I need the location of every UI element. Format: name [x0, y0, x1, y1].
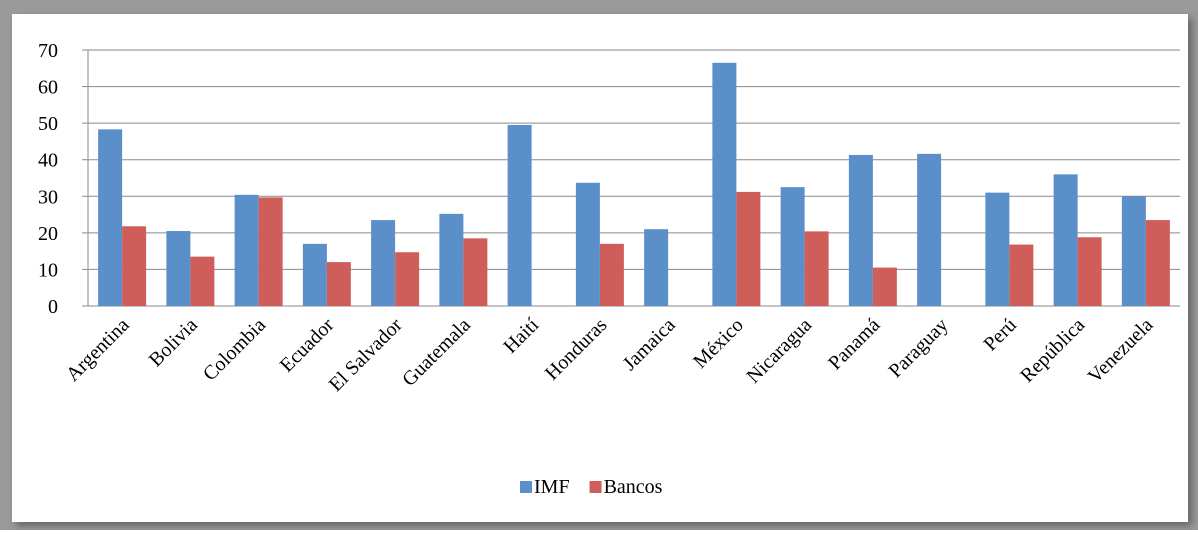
bar [302, 243, 327, 306]
y-tick-label: 10 [38, 259, 58, 281]
bar [1145, 220, 1170, 306]
bar [371, 220, 396, 306]
legend-label: IMF [534, 476, 570, 498]
bar [644, 229, 669, 306]
bar [848, 154, 873, 306]
y-tick-label: 30 [38, 186, 58, 208]
legend-swatch [520, 481, 532, 493]
y-tick-label: 40 [38, 150, 58, 172]
bar [1121, 196, 1146, 306]
legend-swatch [589, 481, 602, 493]
y-tick-label: 0 [48, 296, 58, 318]
bar [736, 191, 761, 306]
bar [507, 124, 532, 306]
bar [780, 187, 805, 306]
bar [463, 238, 488, 306]
bar [326, 262, 351, 306]
y-tick-label: 60 [38, 77, 58, 99]
bar [190, 256, 215, 306]
bar [234, 194, 259, 306]
bar [98, 129, 123, 306]
bar [1053, 174, 1078, 306]
y-tick-label: 50 [38, 113, 58, 135]
bar [166, 231, 191, 306]
bar [1009, 244, 1034, 306]
bar [395, 252, 420, 306]
bar [575, 182, 600, 306]
bar [1077, 237, 1102, 306]
bar [439, 213, 464, 306]
bar [917, 153, 942, 306]
bar [804, 231, 829, 306]
bar [985, 192, 1010, 306]
bar [712, 62, 737, 306]
y-tick-label: 20 [38, 223, 58, 245]
bar [258, 197, 283, 306]
bar [872, 267, 897, 306]
legend-label: Bancos [604, 476, 663, 498]
bar [599, 243, 624, 306]
bar [122, 226, 147, 306]
y-tick-label: 70 [38, 40, 58, 62]
